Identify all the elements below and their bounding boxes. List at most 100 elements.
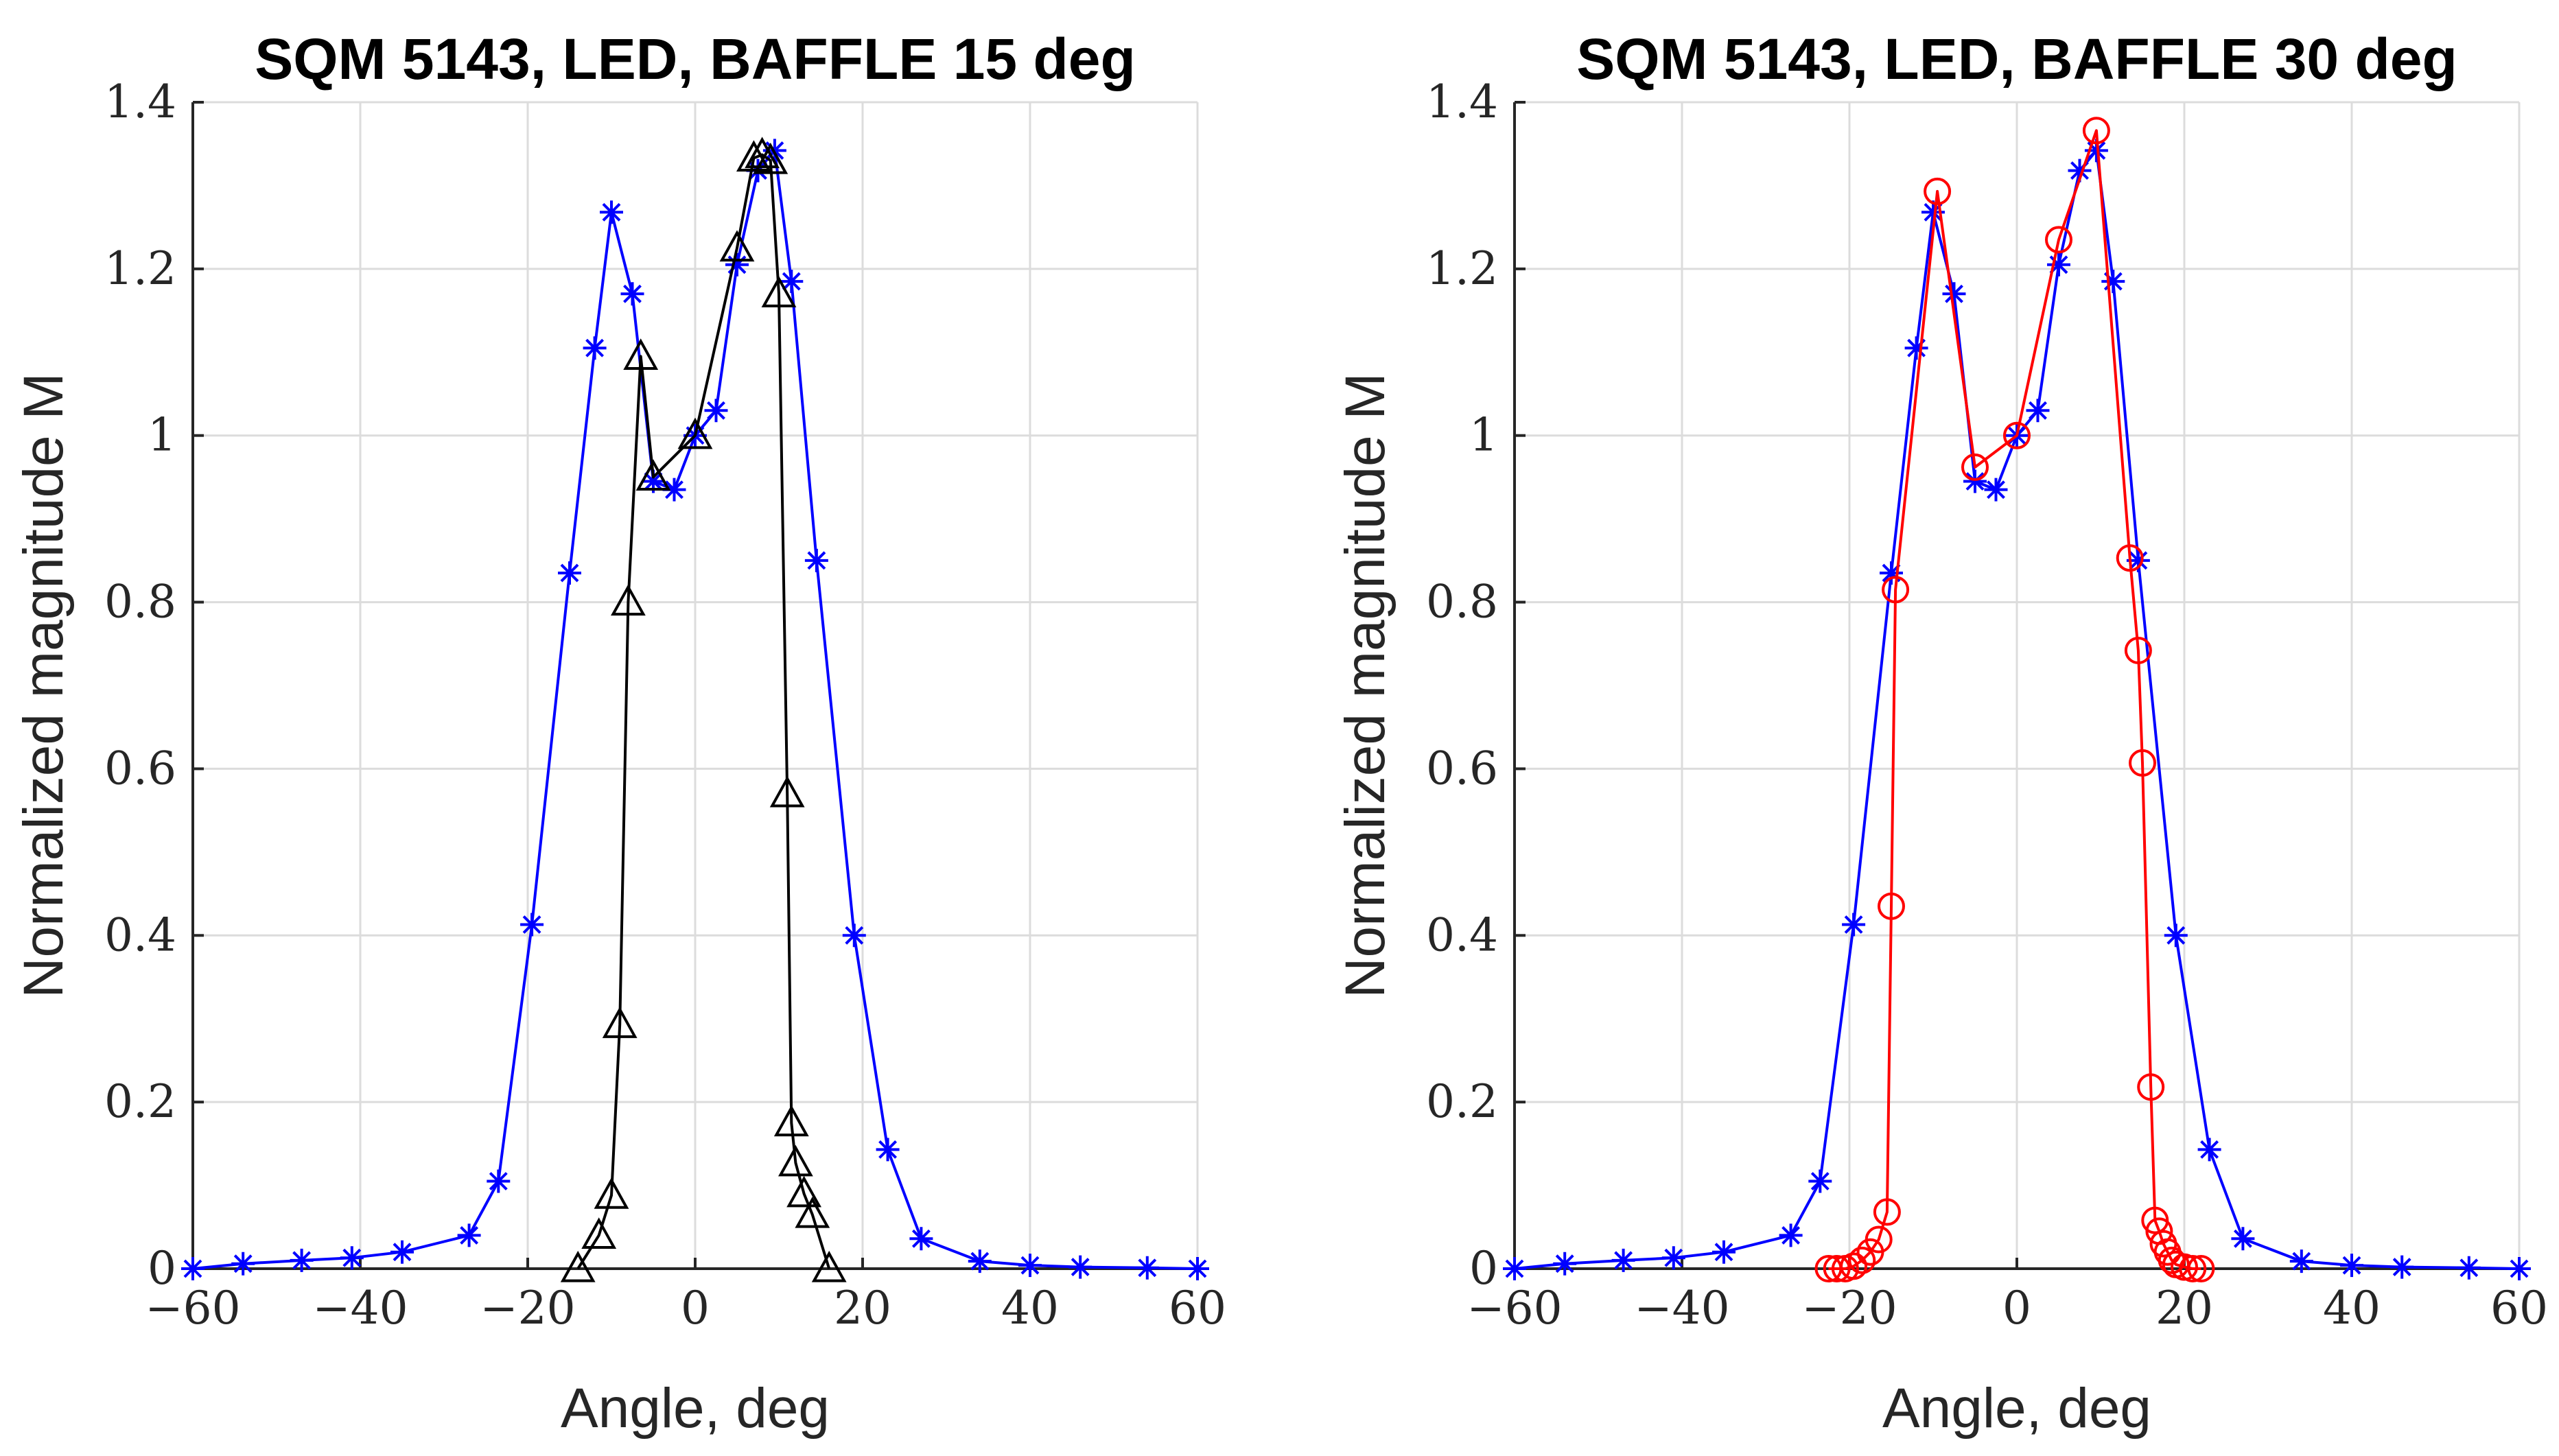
y-tick-label: 1	[148, 409, 176, 462]
y-tick-label: 1.4	[1426, 75, 1498, 128]
y-tick-label: 0.2	[1426, 1075, 1498, 1128]
y-axis-label: Normalized magnitude M	[1334, 373, 1397, 998]
data-point	[558, 561, 581, 585]
y-tick-label: 0.8	[1426, 576, 1498, 629]
data-point	[602, 1007, 638, 1038]
data-point	[2137, 1073, 2165, 1101]
y-axis-label: Normalized magnitude M	[12, 373, 75, 998]
y-tick-label: 1.4	[104, 75, 176, 128]
data-point	[2457, 1256, 2481, 1280]
data-point	[487, 1169, 511, 1193]
data-point	[1984, 478, 2008, 502]
plot-area: −60 −40 −20 0 20 40 60 0 0.2 0.4 0.6 0.8 1 1.2 1.4	[104, 75, 1226, 1335]
data-point	[181, 1257, 205, 1280]
series-baffle-15-deg	[560, 137, 847, 1282]
data-point	[2003, 421, 2031, 449]
data-point	[611, 584, 646, 616]
y-tick-label: 1	[1469, 409, 1498, 462]
data-point	[1921, 200, 1945, 224]
data-point	[2164, 924, 2188, 948]
data-point	[1873, 1198, 1901, 1226]
x-tick-label: −60	[1467, 1282, 1562, 1335]
data-point	[2082, 117, 2110, 145]
x-tick-label: 60	[1169, 1282, 1226, 1335]
data-point	[1880, 561, 1903, 585]
data-point	[745, 137, 780, 169]
data-point	[909, 1227, 933, 1251]
data-point	[2068, 158, 2092, 183]
data-point	[1611, 1248, 1635, 1272]
data-point	[1661, 1246, 1685, 1270]
series-line	[576, 153, 831, 1270]
data-point	[1712, 1240, 1736, 1264]
data-point	[704, 399, 728, 423]
data-point	[876, 1138, 900, 1162]
data-point	[583, 336, 607, 360]
data-point	[2340, 1254, 2363, 1278]
x-tick-label: −40	[1634, 1282, 1729, 1335]
x-tick-label: −60	[145, 1282, 240, 1335]
y-tick-label: 0.4	[104, 908, 176, 961]
data-point	[778, 1144, 813, 1177]
data-point	[290, 1248, 314, 1272]
y-tick-label: 0	[1469, 1242, 1498, 1295]
x-axis-label: Angle, deg	[561, 1377, 830, 1440]
data-point	[1823, 1255, 1851, 1282]
y-tick-label: 0.8	[104, 576, 176, 629]
data-point	[2197, 1138, 2221, 1162]
y-tick-label: 0	[148, 1242, 176, 1295]
y-tick-label: 0.6	[1426, 742, 1498, 795]
x-tick-label: −40	[312, 1282, 408, 1335]
data-point	[1018, 1254, 1042, 1278]
data-point	[736, 140, 771, 172]
data-point	[1840, 1252, 1868, 1280]
data-point	[725, 253, 749, 277]
x-tick-label: 40	[2323, 1282, 2381, 1335]
data-point	[594, 1177, 629, 1209]
data-point	[2508, 1257, 2531, 1280]
data-point	[1779, 1223, 1803, 1247]
data-point	[2101, 270, 2125, 294]
data-point	[1963, 469, 1987, 493]
data-point	[769, 775, 805, 808]
data-point	[1924, 177, 1952, 205]
data-point	[677, 417, 713, 449]
data-point	[620, 282, 644, 306]
chart-title: SQM 5143, LED, BAFFLE 30 deg	[1576, 27, 2457, 91]
data-point	[761, 276, 797, 307]
x-tick-label: 60	[2490, 1282, 2548, 1335]
data-point	[811, 1250, 847, 1282]
data-point	[1135, 1256, 1159, 1280]
data-point	[1878, 892, 1905, 920]
x-tick-label: 40	[1001, 1282, 1059, 1335]
data-point	[662, 478, 686, 502]
y-tick-label: 1.2	[1426, 242, 1498, 295]
data-point	[2179, 1255, 2207, 1282]
data-point	[2116, 544, 2144, 572]
data-point	[457, 1223, 481, 1247]
data-point	[520, 913, 544, 937]
data-point	[635, 459, 671, 491]
data-point	[2045, 226, 2072, 254]
data-point	[804, 548, 828, 572]
data-point	[2126, 548, 2150, 572]
data-point	[719, 230, 755, 262]
data-point	[2231, 1227, 2255, 1251]
data-point	[1186, 1257, 1209, 1280]
x-tick-label: 0	[2002, 1282, 2031, 1335]
y-tick-label: 1.2	[104, 242, 176, 295]
data-point	[2187, 1255, 2215, 1282]
data-point	[842, 924, 866, 948]
x-tick-label: −20	[480, 1282, 575, 1335]
series-baffle-30-deg	[1814, 117, 2215, 1282]
y-tick-label: 0.4	[1426, 908, 1498, 961]
data-point	[968, 1249, 992, 1273]
data-point	[2129, 749, 2156, 777]
chart-right: −60 −40 −20 0 20 40 60 0 0.2 0.4 0.6 0.8 1 1.2 1.4 SQM…	[1334, 27, 2548, 1440]
data-point	[623, 338, 659, 370]
data-point	[1865, 1225, 1893, 1254]
data-point	[2289, 1249, 2313, 1273]
data-point	[2026, 399, 2050, 423]
data-point	[786, 1175, 821, 1208]
